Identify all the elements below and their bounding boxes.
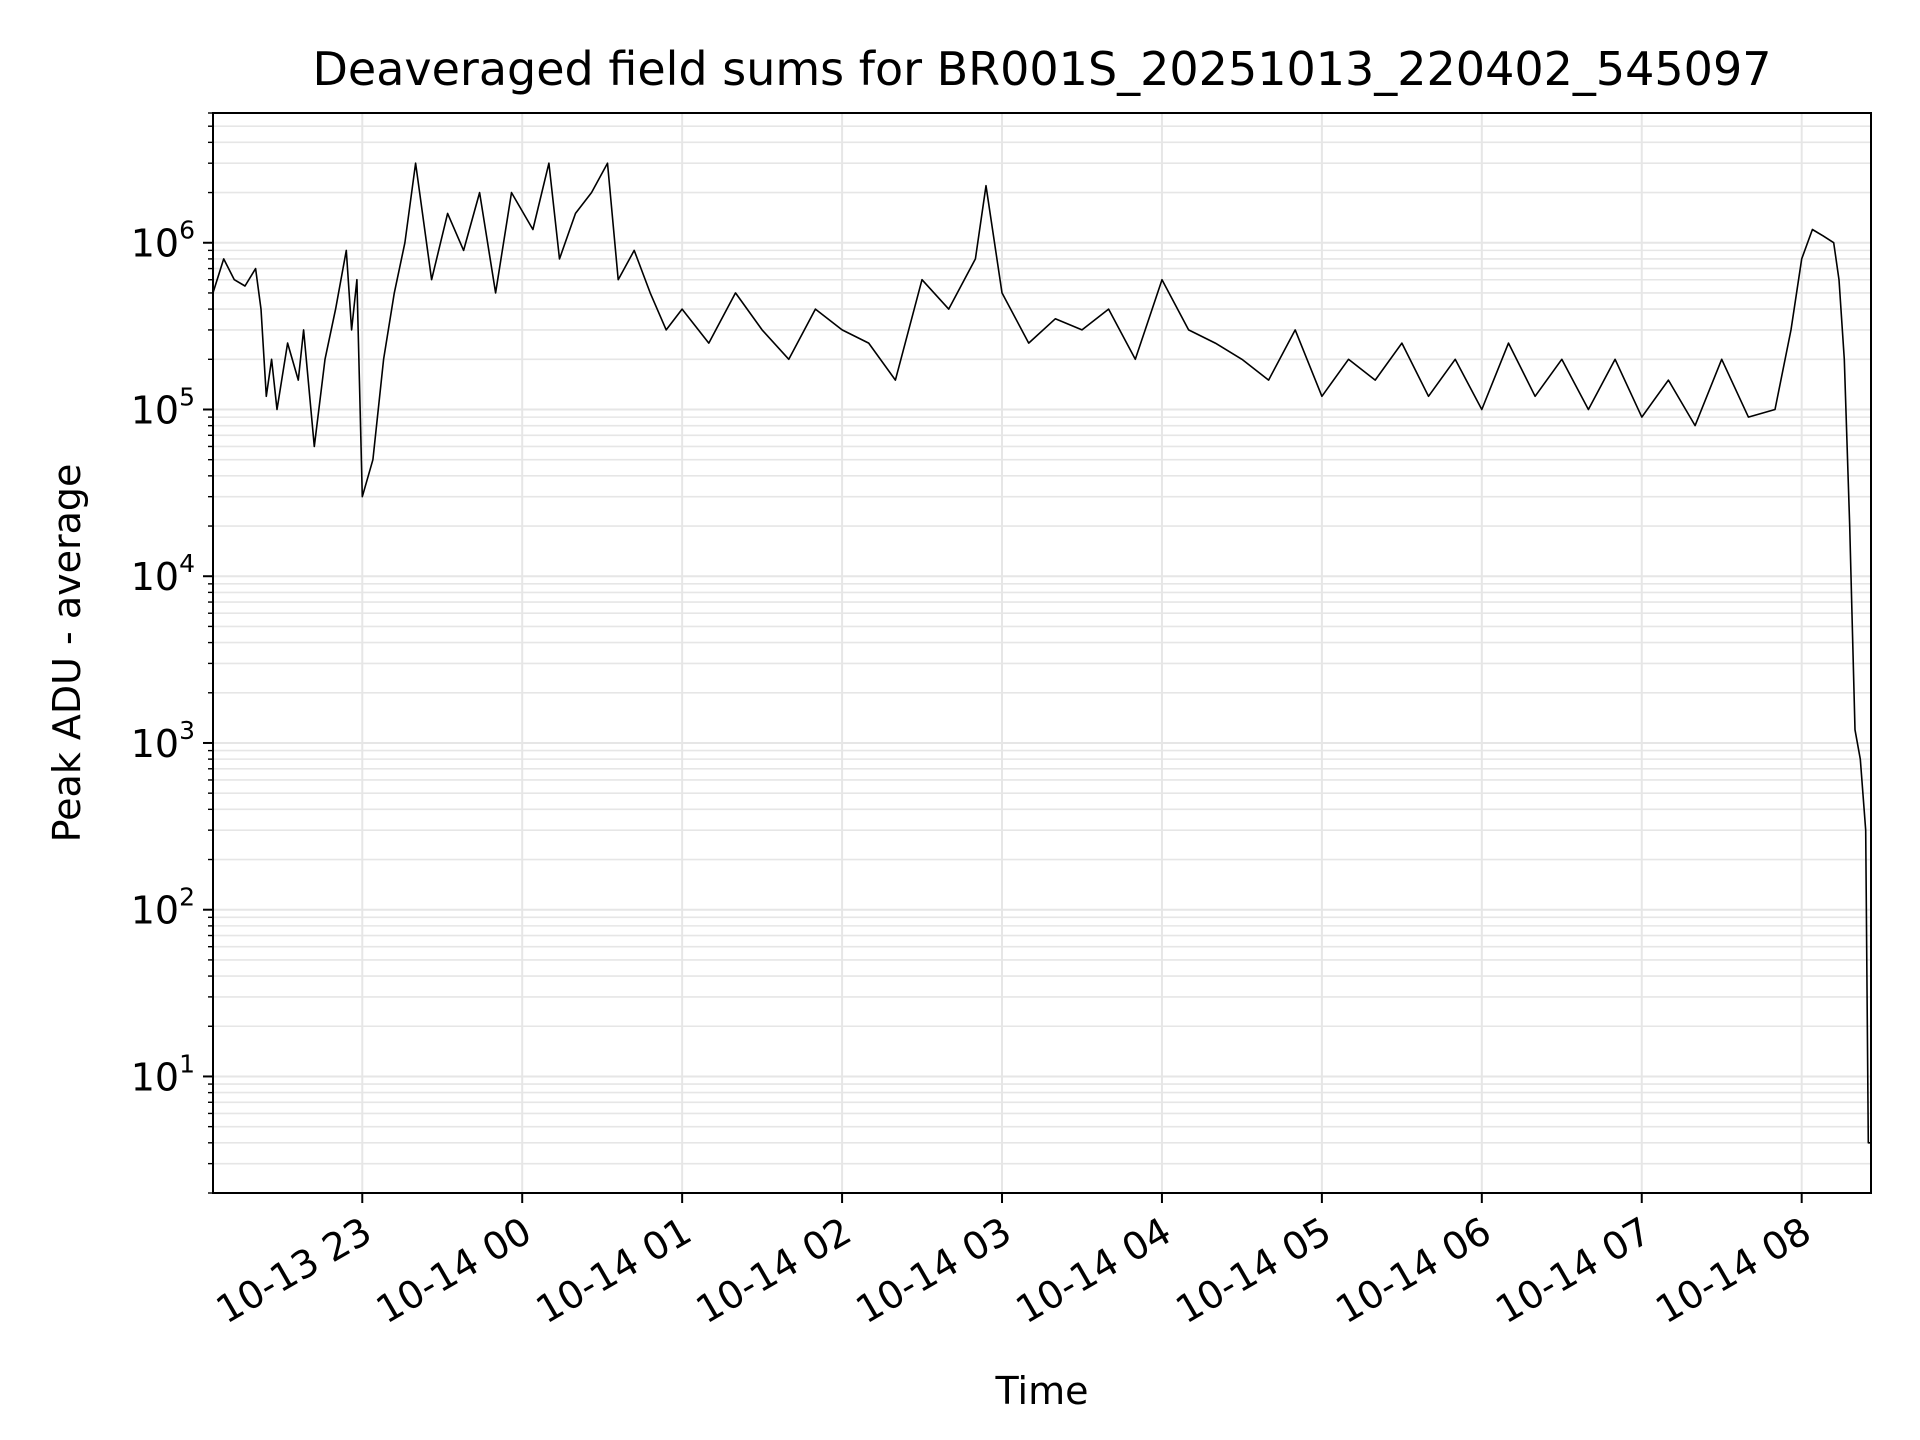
- y-tick-label: 103: [131, 716, 195, 766]
- y-tick-label: 106: [131, 216, 195, 266]
- y-tick-label: 104: [131, 549, 195, 599]
- x-axis-label: Time: [995, 1369, 1089, 1413]
- series-line: [212, 162, 1871, 1144]
- grid: [213, 112, 1871, 1194]
- chart-title: Deaveraged field sums for BR001S_2025101…: [313, 42, 1772, 96]
- y-axis: 101 102 103 104 105 106: [131, 112, 213, 1194]
- y-tick-label: 105: [131, 382, 195, 432]
- plot-area-frame: [212, 112, 1872, 1194]
- y-tick-label: 101: [131, 1049, 195, 1099]
- y-tick-label: 102: [131, 883, 195, 933]
- y-axis-label: Peak ADU - average: [45, 464, 89, 843]
